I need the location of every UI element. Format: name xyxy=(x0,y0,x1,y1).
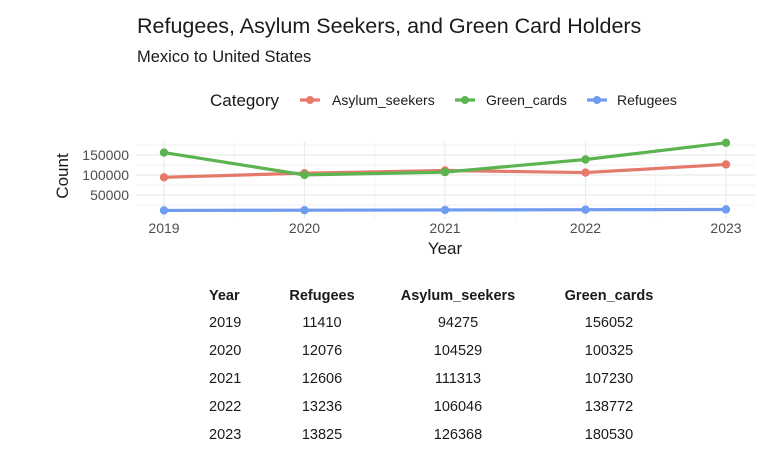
line-chart: Category Asylum_seekers Green_cards Refuge… xyxy=(53,91,755,258)
data-point xyxy=(721,160,731,169)
data-point xyxy=(581,168,590,177)
table-cell-refugees: 13825 xyxy=(301,427,343,443)
table-cell-asylum_seekers: 126368 xyxy=(433,427,483,443)
legend-label: Green_cards xyxy=(486,92,567,108)
table-header-asylum_seekers: Asylum_seekers xyxy=(400,287,516,304)
legend-entry-refugees: Refugees xyxy=(587,92,677,108)
table-cell-green_cards: 107230 xyxy=(584,371,634,387)
table-cell-refugees: 11410 xyxy=(302,315,342,331)
legend: Category Asylum_seekers Green_cards Refuge… xyxy=(210,91,677,110)
table-cell-asylum_seekers: 104529 xyxy=(433,343,483,359)
data-point xyxy=(300,170,309,180)
table-cell-green_cards: 100325 xyxy=(584,343,634,359)
x-tick-label: 2022 xyxy=(570,220,601,236)
table-cell-refugees: 12606 xyxy=(301,371,343,387)
data-point xyxy=(159,206,169,215)
x-tick-label: 2021 xyxy=(429,220,460,236)
y-axis-ticks: 50000 100000 150000 xyxy=(82,147,129,203)
table-cell-year: 2021 xyxy=(209,371,242,387)
data-point xyxy=(581,205,590,214)
x-tick-label: 2019 xyxy=(148,220,179,236)
series-green-cards xyxy=(159,138,731,180)
x-axis-title: Year xyxy=(428,239,463,258)
series-layer xyxy=(159,138,731,215)
data-point xyxy=(159,173,169,182)
legend-label: Asylum_seekers xyxy=(332,92,435,108)
legend-entry-green-cards: Green_cards xyxy=(455,92,567,108)
legend-entry-asylum-seekers: Asylum_seekers xyxy=(300,92,435,108)
legend-key-point xyxy=(461,96,469,104)
series-refugees xyxy=(159,205,731,215)
table-row: 2019 11410 94275 156052 xyxy=(200,309,676,337)
table-row: 2020 12076 104529 100325 xyxy=(200,337,676,365)
data-point xyxy=(300,205,309,215)
table-cell-green_cards: 138772 xyxy=(584,399,634,415)
table-cell-refugees: 12076 xyxy=(301,343,343,359)
legend-title: Category xyxy=(210,91,279,110)
x-tick-label: 2020 xyxy=(289,220,320,236)
chart-subtitle: Mexico to United States xyxy=(137,48,312,66)
table-row: 2022 13236 106046 138772 xyxy=(200,393,676,421)
x-axis-ticks: 2019 2020 2021 2022 2023 xyxy=(148,220,741,236)
data-table: Year Refugees Asylum_seekers Green_cards 20… xyxy=(200,282,676,449)
table-cell-asylum_seekers: 106046 xyxy=(433,399,483,415)
y-tick-label: 100000 xyxy=(82,167,129,183)
table-cell-asylum_seekers: 111313 xyxy=(434,371,482,387)
y-tick-label: 150000 xyxy=(82,147,129,163)
table-cell-green_cards: 156052 xyxy=(584,315,634,331)
data-point xyxy=(440,205,450,215)
table-header-year: Year xyxy=(209,287,240,304)
table-cell-refugees: 13236 xyxy=(301,399,343,415)
table-header-row: Year Refugees Asylum_seekers Green_cards xyxy=(200,282,676,309)
y-tick-label: 50000 xyxy=(90,187,129,203)
data-point xyxy=(440,167,450,177)
x-tick-label: 2023 xyxy=(710,220,741,236)
table-row: 2021 12606 111313 107230 xyxy=(200,365,676,393)
table-body: 2019 11410 94275 156052 2020 12076 104529 10032… xyxy=(200,309,676,449)
table-cell-green_cards: 180530 xyxy=(584,427,634,443)
legend-key-point xyxy=(593,96,601,104)
table-row: 2023 13825 126368 180530 xyxy=(200,421,676,449)
legend-key-point xyxy=(306,96,314,104)
y-axis-title: Count xyxy=(53,153,72,199)
data-point xyxy=(721,138,731,147)
chart-title: Refugees, Asylum Seekers, and Green Card… xyxy=(137,14,642,38)
table-cell-year: 2020 xyxy=(209,343,242,359)
table-cell-year: 2023 xyxy=(209,427,242,443)
legend-label: Refugees xyxy=(617,92,677,108)
table-cell-asylum_seekers: 94275 xyxy=(437,315,479,331)
table-cell-year: 2022 xyxy=(209,399,242,415)
table-header-refugees: Refugees xyxy=(289,287,355,304)
data-point xyxy=(581,155,590,164)
table-header-green_cards: Green_cards xyxy=(564,287,654,304)
table-cell-year: 2019 xyxy=(209,315,242,331)
data-point xyxy=(159,148,169,157)
data-point xyxy=(721,205,731,214)
